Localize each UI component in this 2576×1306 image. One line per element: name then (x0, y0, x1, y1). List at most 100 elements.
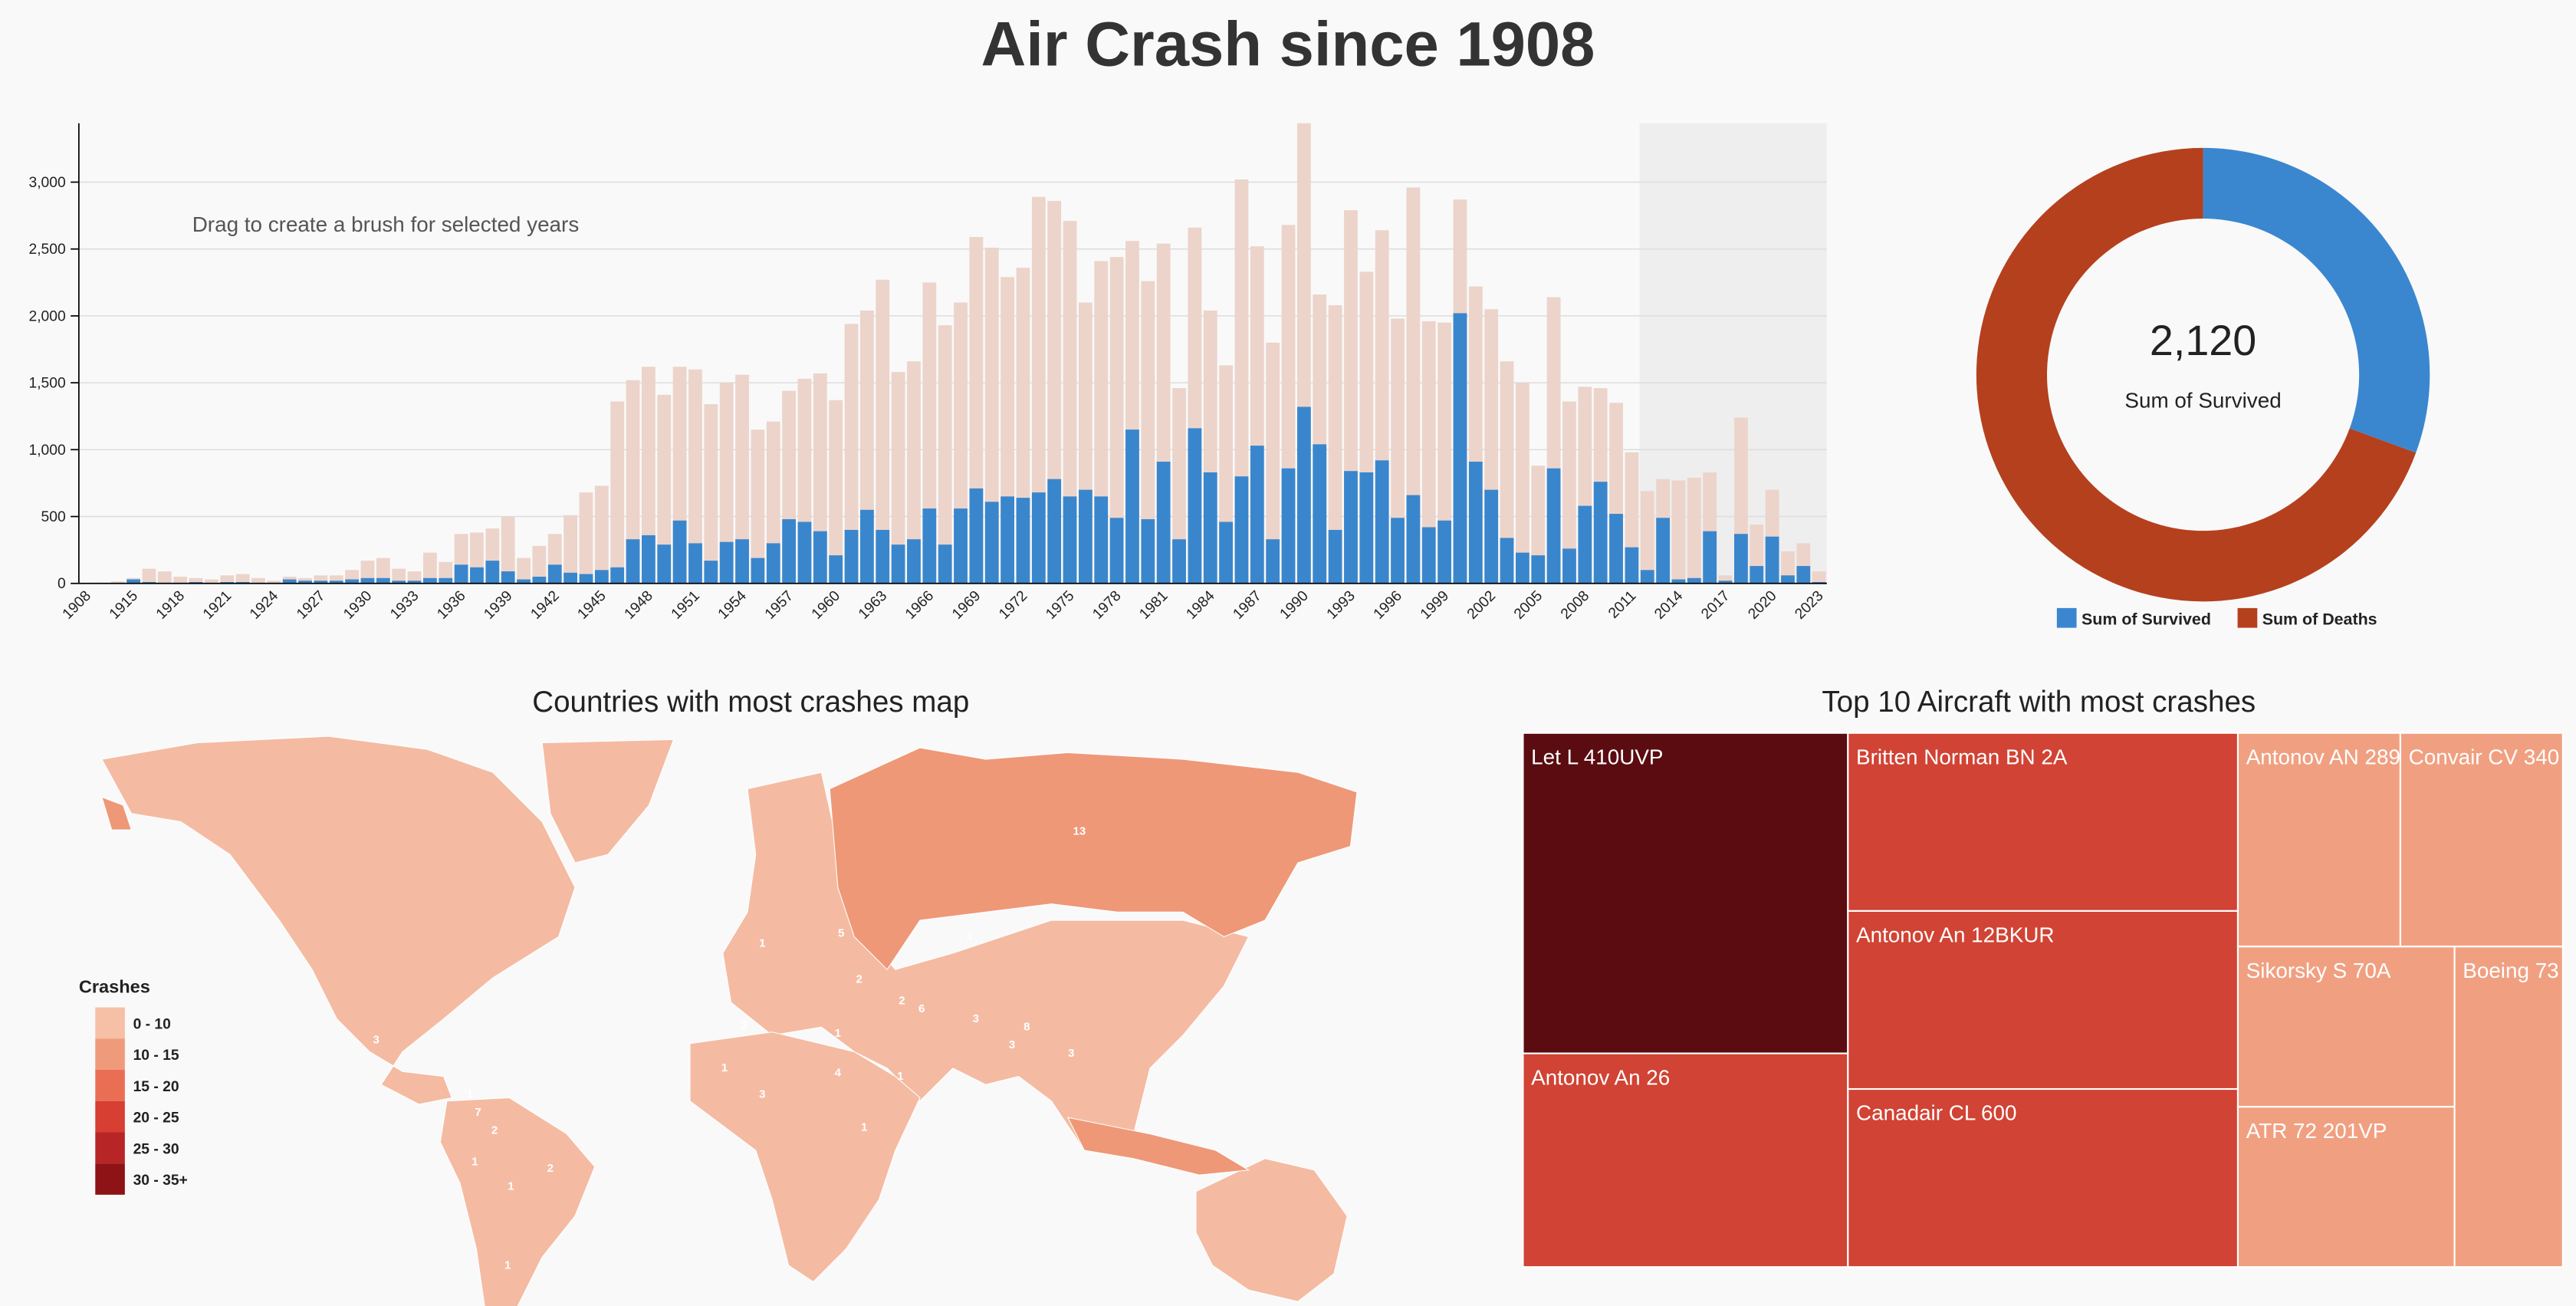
bar (688, 369, 702, 584)
bar (938, 544, 952, 584)
bar (594, 570, 609, 584)
treemap-cell (2236, 1106, 2456, 1268)
treemap-title: Top 10 Aircraft with most crashes (1822, 686, 2256, 719)
bar (392, 581, 406, 584)
bar (1375, 460, 1389, 584)
bar (1344, 471, 1358, 584)
bar (1546, 468, 1561, 584)
map-label: 1 (759, 936, 765, 949)
bar (1671, 579, 1686, 584)
treemap-label: Sikorsky S 70A (2246, 959, 2391, 982)
land (689, 1031, 921, 1283)
bar (891, 372, 905, 584)
bar (688, 543, 702, 584)
bar (1531, 465, 1546, 584)
bar (844, 529, 859, 584)
treemap-label: ATR 72 201VP (2246, 1119, 2387, 1143)
legend-label: 25 - 30 (133, 1141, 179, 1157)
x-tick-label: 1996 (1371, 588, 1405, 623)
bar (1266, 342, 1280, 584)
x-tick-label: 1963 (856, 588, 890, 623)
bar (205, 579, 219, 584)
map-label: 4 (835, 1067, 842, 1080)
bar (719, 541, 734, 584)
x-tick-label: 1978 (1089, 588, 1124, 623)
bar (1313, 444, 1327, 584)
x-tick-label: 2017 (1698, 588, 1733, 623)
bar (1063, 221, 1077, 584)
bar (220, 582, 235, 584)
bar (1391, 518, 1405, 584)
x-tick-label: 1918 (153, 588, 188, 623)
x-tick-label: 1936 (434, 588, 468, 623)
legend-swatch (95, 1163, 125, 1195)
legend-swatch (95, 1007, 125, 1039)
bar (235, 574, 250, 584)
bar (1438, 520, 1451, 584)
bar (984, 502, 999, 584)
bar (376, 558, 390, 584)
bar (127, 579, 140, 584)
bar (407, 581, 422, 584)
treemap-label: Boeing 73 (2463, 959, 2558, 982)
map-label: 2 (547, 1162, 554, 1175)
y-tick-label: 1,000 (28, 442, 65, 459)
treemap-label: Britten Norman BN 2A (1856, 745, 2068, 768)
land (439, 1097, 596, 1306)
bar (1063, 496, 1077, 584)
bar (1156, 462, 1171, 584)
bar (314, 581, 328, 584)
x-tick-label: 1972 (996, 588, 1030, 623)
page-title: Air Crash since 1908 (981, 10, 1595, 80)
bar (423, 552, 437, 584)
y-tick-label: 1,500 (28, 376, 65, 392)
map-label: 5 (838, 926, 844, 939)
bar (360, 561, 375, 584)
x-tick-label: 1939 (481, 588, 515, 623)
bar (766, 543, 780, 584)
bar (1421, 527, 1436, 584)
bar (235, 582, 250, 584)
x-tick-label: 1927 (294, 588, 328, 623)
map-label: 1 (508, 1179, 514, 1193)
map-label: 2 (899, 994, 905, 1007)
bar (1516, 552, 1530, 584)
legend-label: 30 - 35+ (133, 1173, 188, 1189)
bar (1141, 519, 1155, 584)
bar (110, 581, 125, 584)
map-label: 2 (491, 1124, 498, 1137)
map-label: 1 (472, 1155, 478, 1168)
legend-label: Sum of Survived (2082, 610, 2211, 628)
bar (189, 577, 203, 584)
x-tick-label: 1975 (1043, 588, 1077, 623)
bar (423, 577, 437, 584)
map-label: 1 (897, 1070, 903, 1083)
map-label: 3 (966, 930, 972, 943)
land (1195, 1158, 1348, 1302)
bar (1031, 492, 1046, 584)
bar (454, 564, 468, 584)
x-tick-label: 1993 (1324, 588, 1359, 623)
bar (1328, 304, 1342, 584)
land (101, 735, 576, 1105)
map-label: 13 (1073, 825, 1086, 838)
bar (1671, 480, 1686, 584)
bar (1109, 518, 1124, 584)
y-tick-label: 2,000 (28, 308, 65, 324)
bar (1281, 468, 1296, 584)
map-label: 1 (861, 1120, 867, 1133)
center-value: 2,120 (2150, 317, 2256, 364)
bar (1359, 472, 1374, 584)
bar (532, 577, 547, 584)
treemap-cell (1522, 1052, 1849, 1268)
bar (719, 383, 734, 584)
bar (594, 485, 609, 584)
bar (626, 380, 640, 584)
x-tick-label: 1954 (715, 587, 750, 622)
map-label: 8 (1024, 1021, 1030, 1034)
bar (1016, 498, 1030, 584)
treemap-label: Antonov An 26 (1531, 1065, 1670, 1089)
bar (642, 367, 656, 584)
bar (704, 404, 718, 584)
x-tick-label: 1960 (809, 588, 843, 623)
